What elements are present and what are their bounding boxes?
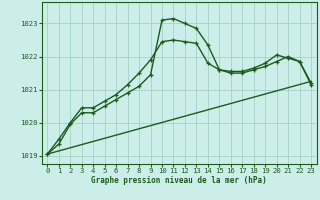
X-axis label: Graphe pression niveau de la mer (hPa): Graphe pression niveau de la mer (hPa) <box>91 176 267 185</box>
